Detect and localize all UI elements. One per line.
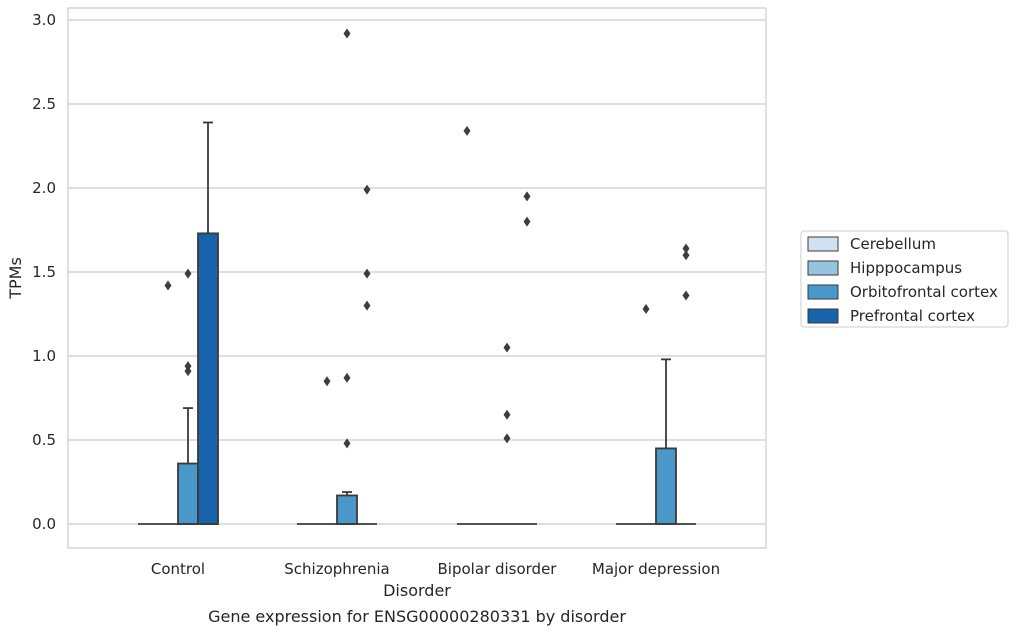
outlier-point: [363, 300, 371, 311]
outlier-point: [682, 250, 690, 261]
outlier-point: [503, 342, 511, 353]
y-tick-label: 0.5: [32, 431, 56, 449]
outlier-point: [682, 290, 690, 301]
x-tick-labels: Control Schizophrenia Bipolar disorder Majo…: [151, 560, 720, 578]
outlier-point: [184, 366, 192, 377]
y-tick-label: 1.5: [32, 263, 56, 281]
outlier-point: [184, 361, 192, 372]
y-tick-label: 1.0: [32, 347, 56, 365]
y-tick-label: 2.0: [32, 179, 56, 197]
legend-swatch: [807, 308, 839, 324]
chart-title: Gene expression for ENSG00000280331 by d…: [208, 607, 626, 626]
plot-frame: [67, 7, 767, 549]
outlier-point: [682, 243, 690, 254]
box: [177, 462, 199, 525]
box: [197, 232, 219, 525]
x-tick-label: Control: [151, 560, 205, 578]
plot-area: [68, 8, 766, 548]
x-axis-title: Disorder: [383, 581, 451, 600]
y-tick-labels: 0.0 0.5 1.0 1.5 2.0 2.5 3.0: [32, 11, 56, 533]
legend-swatch: [807, 284, 839, 300]
y-axis-title: TPMs: [6, 257, 25, 300]
outlier-point: [343, 28, 351, 39]
legend: Cerebellum Hipppocampus Orbitofrontal cort…: [800, 230, 1009, 328]
outlier-point: [164, 280, 172, 291]
box: [655, 447, 677, 525]
boxes: [138, 28, 696, 525]
y-tick-label: 0.0: [32, 515, 56, 533]
legend-label: Prefrontal cortex: [850, 307, 975, 325]
y-tick-label: 3.0: [32, 11, 56, 29]
legend-swatch: [807, 236, 839, 252]
outlier-point: [343, 438, 351, 449]
legend-swatch: [807, 260, 839, 276]
box: [336, 494, 358, 525]
legend-frame: [800, 230, 1009, 328]
outlier-point: [642, 303, 650, 314]
legend-label: Cerebellum: [850, 235, 936, 253]
outlier-point: [343, 372, 351, 383]
x-tick-label: Major depression: [592, 560, 720, 578]
legend-label: Orbitofrontal cortex: [850, 283, 998, 301]
outlier-point: [184, 268, 192, 279]
x-tick-label: Bipolar disorder: [438, 560, 558, 578]
outlier-point: [363, 268, 371, 279]
outlier-point: [523, 216, 531, 227]
outlier-point: [363, 184, 371, 195]
outlier-point: [503, 409, 511, 420]
outlier-point: [323, 376, 331, 387]
outlier-point: [503, 433, 511, 444]
legend-label: Hipppocampus: [850, 259, 962, 277]
x-tick-label: Schizophrenia: [284, 560, 389, 578]
outlier-point: [523, 191, 531, 202]
y-tick-label: 2.5: [32, 95, 56, 113]
outlier-point: [463, 125, 471, 136]
